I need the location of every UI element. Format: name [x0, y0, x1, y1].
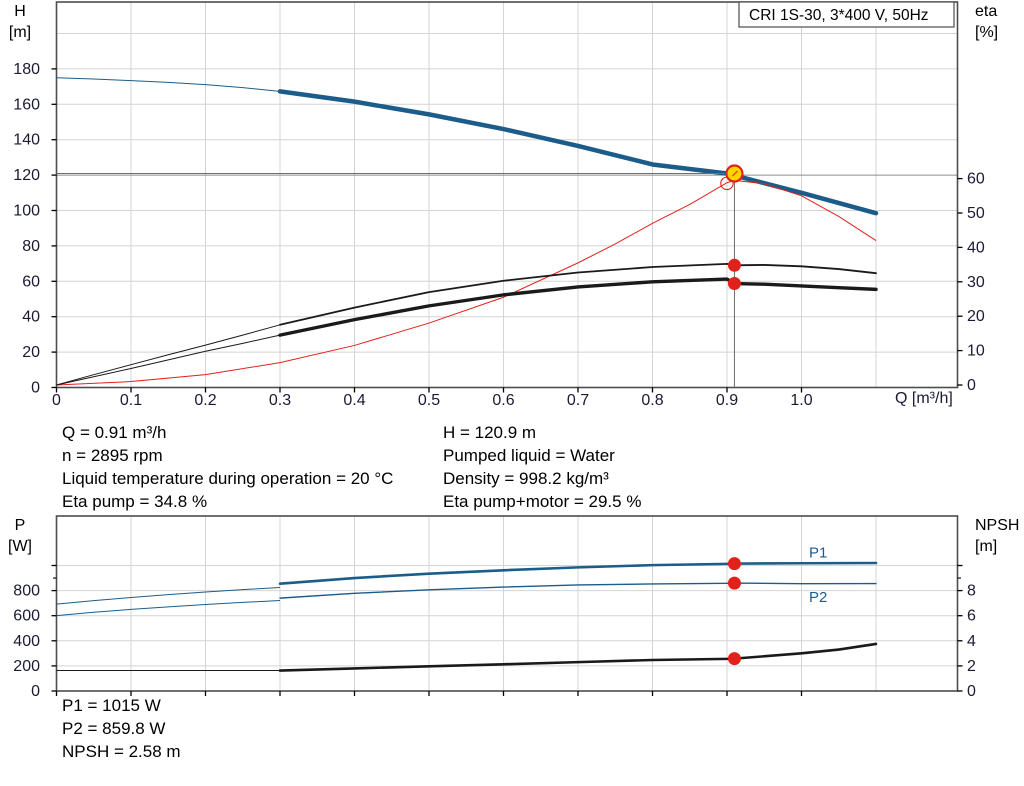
svg-text:Liquid temperature during oper: Liquid temperature during operation = 20…	[62, 469, 393, 488]
svg-text:Pumped liquid = Water: Pumped liquid = Water	[443, 446, 615, 465]
svg-text:0: 0	[967, 377, 976, 394]
svg-text:140: 140	[13, 132, 40, 149]
svg-text:NPSH: NPSH	[975, 517, 1019, 534]
svg-text:0.2: 0.2	[194, 392, 216, 409]
svg-text:600: 600	[13, 608, 40, 625]
svg-text:n = 2895 rpm: n = 2895 rpm	[62, 446, 163, 465]
svg-text:[m]: [m]	[975, 538, 997, 555]
svg-text:100: 100	[13, 203, 40, 220]
svg-text:2: 2	[967, 658, 976, 675]
svg-text:[m]: [m]	[9, 24, 31, 41]
svg-text:Eta pump = 34.8 %: Eta pump = 34.8 %	[62, 492, 207, 511]
svg-text:20: 20	[967, 308, 985, 325]
svg-text:180: 180	[13, 61, 40, 78]
svg-text:0.9: 0.9	[716, 392, 738, 409]
svg-text:60: 60	[22, 273, 40, 290]
svg-text:6: 6	[967, 608, 976, 625]
svg-text:30: 30	[967, 274, 985, 291]
svg-text:P: P	[15, 517, 26, 534]
svg-text:120: 120	[13, 167, 40, 184]
svg-text:0: 0	[967, 683, 976, 700]
svg-text:0.6: 0.6	[492, 392, 514, 409]
svg-text:Q [m³/h]: Q [m³/h]	[895, 390, 953, 407]
svg-text:eta: eta	[975, 3, 997, 20]
svg-text:P1: P1	[809, 545, 827, 562]
svg-text:160: 160	[13, 96, 40, 113]
svg-text:40: 40	[967, 239, 985, 256]
svg-text:0.3: 0.3	[269, 392, 291, 409]
svg-text:0: 0	[31, 683, 40, 700]
svg-text:P2 = 859.8 W: P2 = 859.8 W	[62, 719, 165, 738]
svg-text:400: 400	[13, 633, 40, 650]
svg-text:Q = 0.91 m³/h: Q = 0.91 m³/h	[62, 423, 166, 442]
svg-text:40: 40	[22, 309, 40, 326]
svg-text:0: 0	[31, 380, 40, 397]
svg-text:0: 0	[52, 392, 61, 409]
svg-text:Density = 998.2 kg/m³: Density = 998.2 kg/m³	[443, 469, 609, 488]
svg-text:H = 120.9 m: H = 120.9 m	[443, 423, 536, 442]
svg-text:[W]: [W]	[8, 538, 32, 555]
svg-text:10: 10	[967, 343, 985, 360]
svg-text:1.0: 1.0	[790, 392, 812, 409]
svg-text:0.5: 0.5	[418, 392, 440, 409]
svg-text:P1 = 1015 W: P1 = 1015 W	[62, 696, 161, 715]
svg-text:NPSH = 2.58 m: NPSH = 2.58 m	[62, 742, 181, 761]
svg-text:4: 4	[967, 633, 976, 650]
svg-text:20: 20	[22, 344, 40, 361]
svg-text:H: H	[14, 3, 26, 20]
svg-text:P2: P2	[809, 589, 827, 606]
svg-text:200: 200	[13, 658, 40, 675]
svg-text:50: 50	[967, 205, 985, 222]
svg-text:60: 60	[967, 171, 985, 188]
svg-text:8: 8	[967, 583, 976, 600]
svg-text:0.7: 0.7	[567, 392, 589, 409]
svg-text:0.1: 0.1	[120, 392, 142, 409]
svg-text:Eta pump+motor = 29.5 %: Eta pump+motor = 29.5 %	[443, 492, 641, 511]
svg-text:80: 80	[22, 238, 40, 255]
svg-text:0.8: 0.8	[641, 392, 663, 409]
svg-text:CRI 1S-30, 3*400 V, 50Hz: CRI 1S-30, 3*400 V, 50Hz	[749, 7, 929, 24]
svg-text:[%]: [%]	[975, 24, 998, 41]
svg-text:0.4: 0.4	[343, 392, 365, 409]
svg-text:800: 800	[13, 583, 40, 600]
